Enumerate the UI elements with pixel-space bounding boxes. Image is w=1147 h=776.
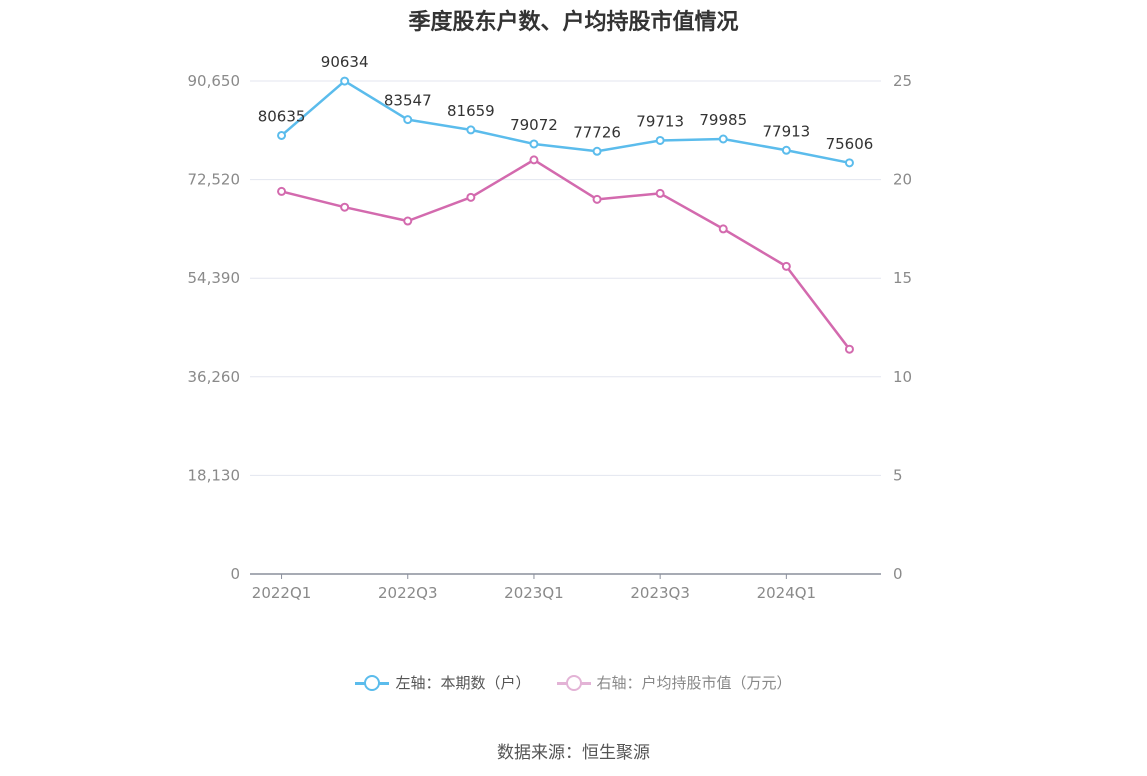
legend-label-right: 右轴：户均持股市值（万元）	[596, 674, 792, 692]
y-right-tick-label: 0	[893, 565, 903, 583]
holders-point	[277, 130, 287, 140]
x-tick-label: 2023Q3	[630, 584, 690, 602]
avg-value-point	[529, 155, 539, 165]
y-left-tick-label: 90,650	[188, 72, 241, 90]
data-label: 90634	[321, 53, 369, 71]
legend-label-left: 左轴：本期数（户）	[395, 674, 531, 692]
holders-point	[529, 139, 539, 149]
x-tick-label: 2022Q1	[252, 584, 312, 602]
legend: 左轴：本期数（户） 右轴：户均持股市值（万元）	[0, 672, 1147, 693]
holders-point	[340, 76, 350, 86]
holders-point	[592, 146, 602, 156]
avg-value-point	[466, 192, 476, 202]
series-line-holders	[280, 79, 850, 165]
holders-point	[844, 158, 854, 168]
data-label: 75606	[826, 135, 874, 153]
y-left-tick-label: 54,390	[188, 269, 241, 287]
avg-value-point	[844, 344, 854, 354]
series-line-avg-value	[281, 158, 851, 350]
avg-value-point	[718, 224, 728, 234]
holders-point	[718, 134, 728, 144]
avg-value-point	[403, 216, 413, 226]
data-label: 77726	[573, 123, 621, 141]
legend-item-right-series[interactable]: 右轴：户均持股市值（万元）	[556, 672, 792, 693]
y-right-tick-label: 15	[893, 269, 912, 287]
chart-title: 季度股东户数、户均持股市值情况	[408, 10, 739, 35]
chart-svg: 0 0 18,130 5 36,260 10 54,390 15 72,520 20 90,650 2…	[188, 53, 913, 602]
x-tick-label: 2024Q1	[757, 584, 817, 602]
y-left-tick-label: 0	[230, 565, 240, 583]
legend-symbol-left	[355, 674, 390, 692]
holders-point	[466, 125, 476, 135]
avg-value-point	[592, 194, 602, 204]
avg-value-point	[277, 186, 287, 196]
data-label: 80635	[258, 107, 306, 125]
data-label: 81659	[447, 102, 495, 120]
legend-symbol-right	[556, 674, 591, 692]
legend-item-left-series[interactable]: 左轴：本期数（户）	[355, 672, 531, 693]
avg-value-point	[781, 261, 791, 271]
data-source: 数据来源：恒生聚源	[497, 743, 650, 763]
data-label: 83547	[384, 92, 432, 110]
y-right-tick-label: 5	[893, 466, 903, 484]
data-label: 79072	[510, 116, 558, 134]
avg-value-point	[340, 202, 350, 212]
y-right-tick-label: 10	[893, 368, 912, 386]
holders-point	[403, 115, 413, 125]
y-right-tick-label: 20	[893, 171, 912, 189]
data-label: 79985	[699, 111, 747, 129]
data-label: 77913	[762, 122, 810, 140]
y-left-tick-label: 72,520	[188, 171, 241, 189]
x-tick-label: 2023Q1	[504, 584, 564, 602]
y-left-tick-label: 36,260	[188, 368, 241, 386]
x-tick-label: 2022Q3	[378, 584, 438, 602]
y-right-tick-label: 25	[893, 72, 912, 90]
holders-point	[655, 135, 665, 145]
y-left-tick-label: 18,130	[188, 466, 241, 484]
holders-point	[781, 145, 791, 155]
data-label: 79713	[636, 112, 684, 130]
avg-value-point	[655, 188, 665, 198]
